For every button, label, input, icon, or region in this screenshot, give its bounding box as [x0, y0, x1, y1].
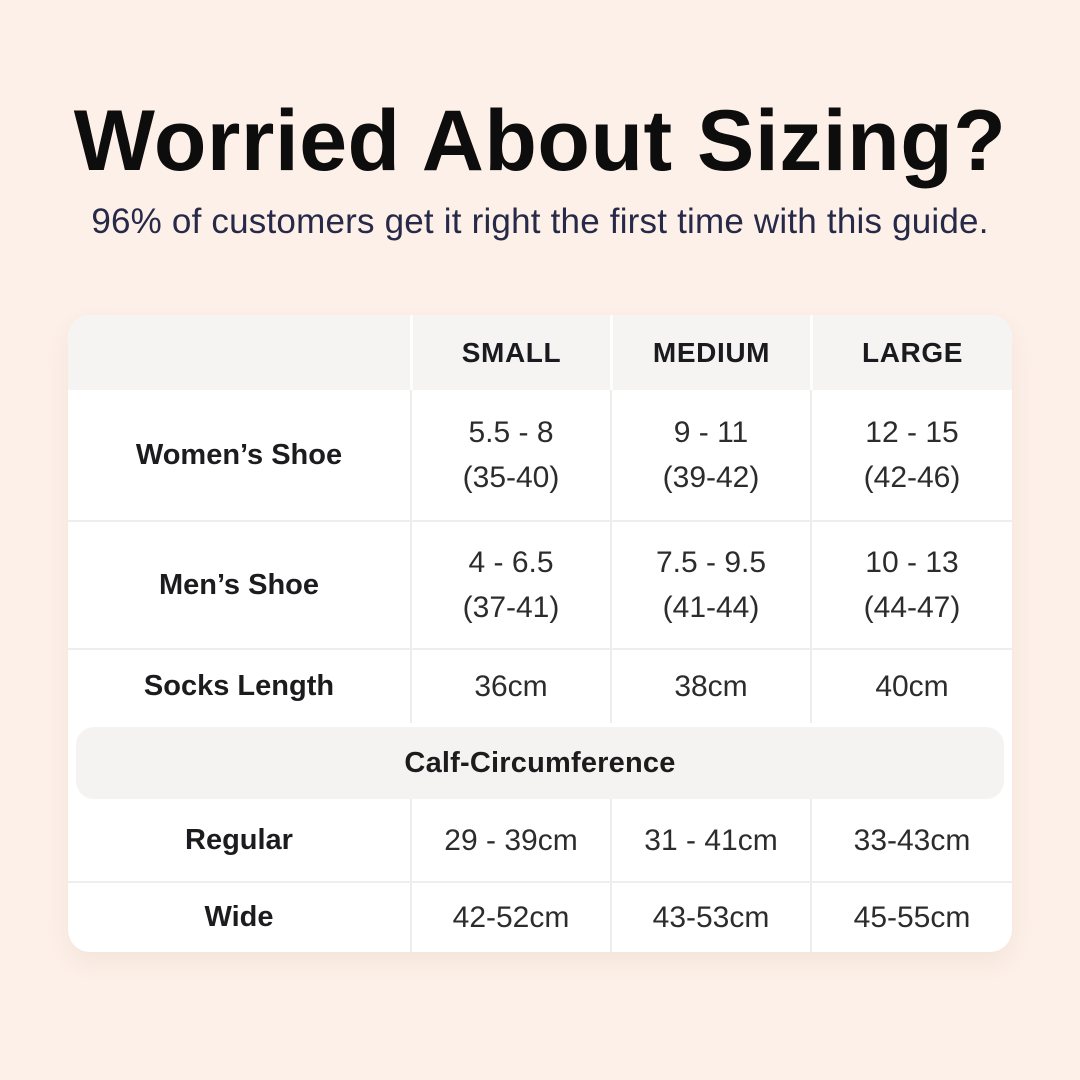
row-label-regular: Regular [185, 823, 293, 856]
cell-value-line: 12 - 15 [865, 416, 959, 449]
cell-wide-small: 42-52cm [410, 883, 610, 952]
page-subtitle: 96% of customers get it right the first … [91, 202, 989, 242]
table-row-socks-length: Socks Length 36cm 38cm 40cm [68, 648, 1012, 723]
table-row-mens-shoe: Men’s Shoe 4 - 6.5 (37-41) 7.5 - 9.5 (41… [68, 520, 1012, 648]
cell-regular-large: 33-43cm [810, 799, 1012, 881]
cell-value-line: 9 - 11 [673, 416, 749, 449]
cell-mens-large: 10 - 13 (44-47) [810, 522, 1012, 648]
table-header-row: SMALL MEDIUM LARGE [68, 315, 1012, 390]
cell-socks-medium: 38cm [610, 650, 810, 723]
cell-value-line: 5.5 - 8 [468, 416, 554, 449]
cell-value-line: (35-40) [462, 461, 560, 494]
cell-womens-small: 5.5 - 8 (35-40) [410, 390, 610, 520]
cell-value-line: (37-41) [462, 591, 560, 624]
column-header-small: SMALL [410, 315, 610, 390]
cell-wide-medium: 43-53cm [610, 883, 810, 952]
row-label-wide: Wide [204, 901, 274, 933]
cell-value-line: (44-47) [863, 591, 961, 624]
page-title: Worried About Sizing? [73, 93, 1007, 189]
cell-value-line: 10 - 13 [865, 546, 959, 579]
cell-womens-large: 12 - 15 (42-46) [810, 390, 1012, 520]
cell-regular-medium: 31 - 41cm [610, 799, 810, 881]
cell-wide-large: 45-55cm [810, 883, 1012, 952]
column-header-large: LARGE [810, 315, 1012, 390]
cell-mens-small: 4 - 6.5 (37-41) [410, 522, 610, 648]
table-row-womens-shoe: Women’s Shoe 5.5 - 8 (35-40) 9 - 11 (39-… [68, 390, 1012, 520]
cell-value-line: 4 - 6.5 [468, 546, 554, 579]
cell-value-line: (42-46) [863, 461, 961, 494]
row-label-socks-length: Socks Length [143, 670, 335, 702]
cell-regular-small: 29 - 39cm [410, 799, 610, 881]
cell-womens-medium: 9 - 11 (39-42) [610, 390, 810, 520]
table-row-regular: Regular 29 - 39cm 31 - 41cm 33-43cm [68, 799, 1012, 881]
cell-value-line: (39-42) [662, 461, 760, 494]
cell-socks-small: 36cm [410, 650, 610, 723]
size-chart-card: SMALL MEDIUM LARGE Women’s Shoe 5.5 - 8 … [68, 315, 1012, 952]
cell-value-line: (41-44) [662, 591, 760, 624]
row-label-womens-shoe: Women’s Shoe [135, 438, 343, 471]
table-row-wide: Wide 42-52cm 43-53cm 45-55cm [68, 881, 1012, 952]
column-header-medium: MEDIUM [610, 315, 810, 390]
cell-mens-medium: 7.5 - 9.5 (41-44) [610, 522, 810, 648]
row-label-mens-shoe: Men’s Shoe [158, 568, 320, 601]
section-header-calf-circumference: Calf-Circumference [76, 727, 1004, 799]
hero-section: Worried About Sizing? 96% of customers g… [0, 0, 1080, 242]
cell-socks-large: 40cm [810, 650, 1012, 723]
column-header-blank [68, 315, 410, 390]
cell-value-line: 7.5 - 9.5 [655, 546, 767, 579]
